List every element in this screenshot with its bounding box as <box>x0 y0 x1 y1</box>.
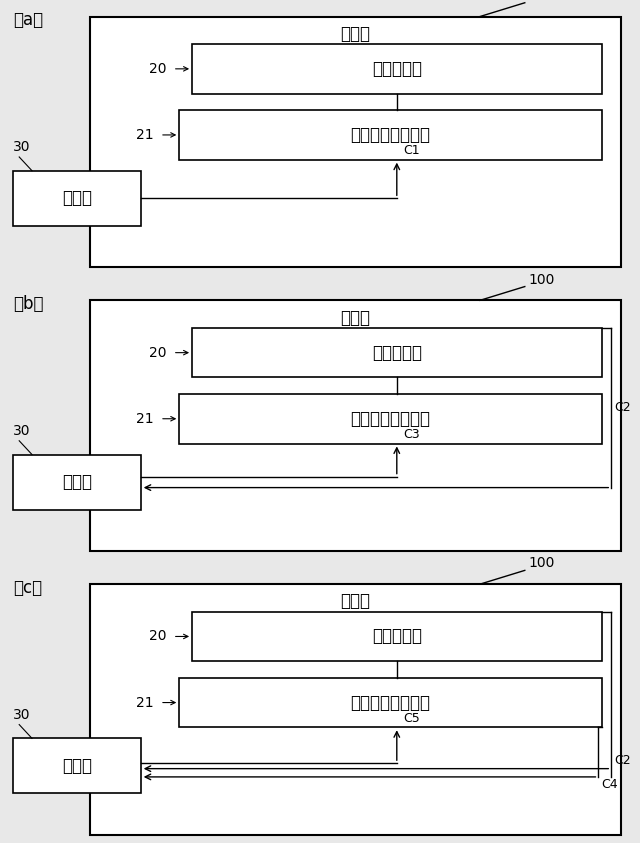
Text: 制御部: 制御部 <box>62 190 92 207</box>
Text: 位置検出部移動部: 位置検出部移動部 <box>351 694 431 711</box>
Bar <box>192 44 602 94</box>
Text: 21: 21 <box>136 695 154 710</box>
Text: 21: 21 <box>136 411 154 426</box>
Text: 位置検出部: 位置検出部 <box>372 60 422 78</box>
Text: 載置台: 載置台 <box>340 593 370 610</box>
Text: 100: 100 <box>528 272 554 287</box>
Bar <box>90 584 621 835</box>
Text: （a）: （a） <box>13 11 43 29</box>
Text: （b）: （b） <box>13 295 44 313</box>
Text: 制御部: 制御部 <box>62 473 92 491</box>
Bar <box>13 171 141 226</box>
Text: 位置検出部移動部: 位置検出部移動部 <box>351 126 431 144</box>
Bar <box>179 110 602 159</box>
Text: C5: C5 <box>403 711 420 725</box>
Bar <box>192 328 602 378</box>
Text: 位置検出部移動部: 位置検出部移動部 <box>351 410 431 427</box>
Text: C3: C3 <box>403 427 420 441</box>
Text: 30: 30 <box>13 708 30 722</box>
Text: 載置台: 載置台 <box>340 309 370 326</box>
Bar <box>13 454 141 510</box>
Text: 20: 20 <box>149 346 166 360</box>
Bar <box>179 678 602 728</box>
Text: 100: 100 <box>528 556 554 571</box>
Text: 制御部: 制御部 <box>62 757 92 775</box>
Text: 30: 30 <box>13 140 30 154</box>
Text: C2: C2 <box>614 754 631 767</box>
Bar <box>90 17 621 267</box>
Text: 100: 100 <box>528 0 554 3</box>
Text: （c）: （c） <box>13 578 42 597</box>
Text: C4: C4 <box>602 778 618 792</box>
Text: 20: 20 <box>149 630 166 643</box>
Text: 21: 21 <box>136 128 154 142</box>
Text: C2: C2 <box>614 401 631 414</box>
Text: C1: C1 <box>403 144 420 157</box>
Bar <box>179 394 602 443</box>
Text: 30: 30 <box>13 424 30 438</box>
Bar <box>90 300 621 551</box>
Text: 20: 20 <box>149 62 166 76</box>
Bar <box>13 738 141 793</box>
Text: 載置台: 載置台 <box>340 24 370 43</box>
Text: 位置検出部: 位置検出部 <box>372 627 422 646</box>
Text: 位置検出部: 位置検出部 <box>372 344 422 362</box>
Bar <box>192 612 602 661</box>
